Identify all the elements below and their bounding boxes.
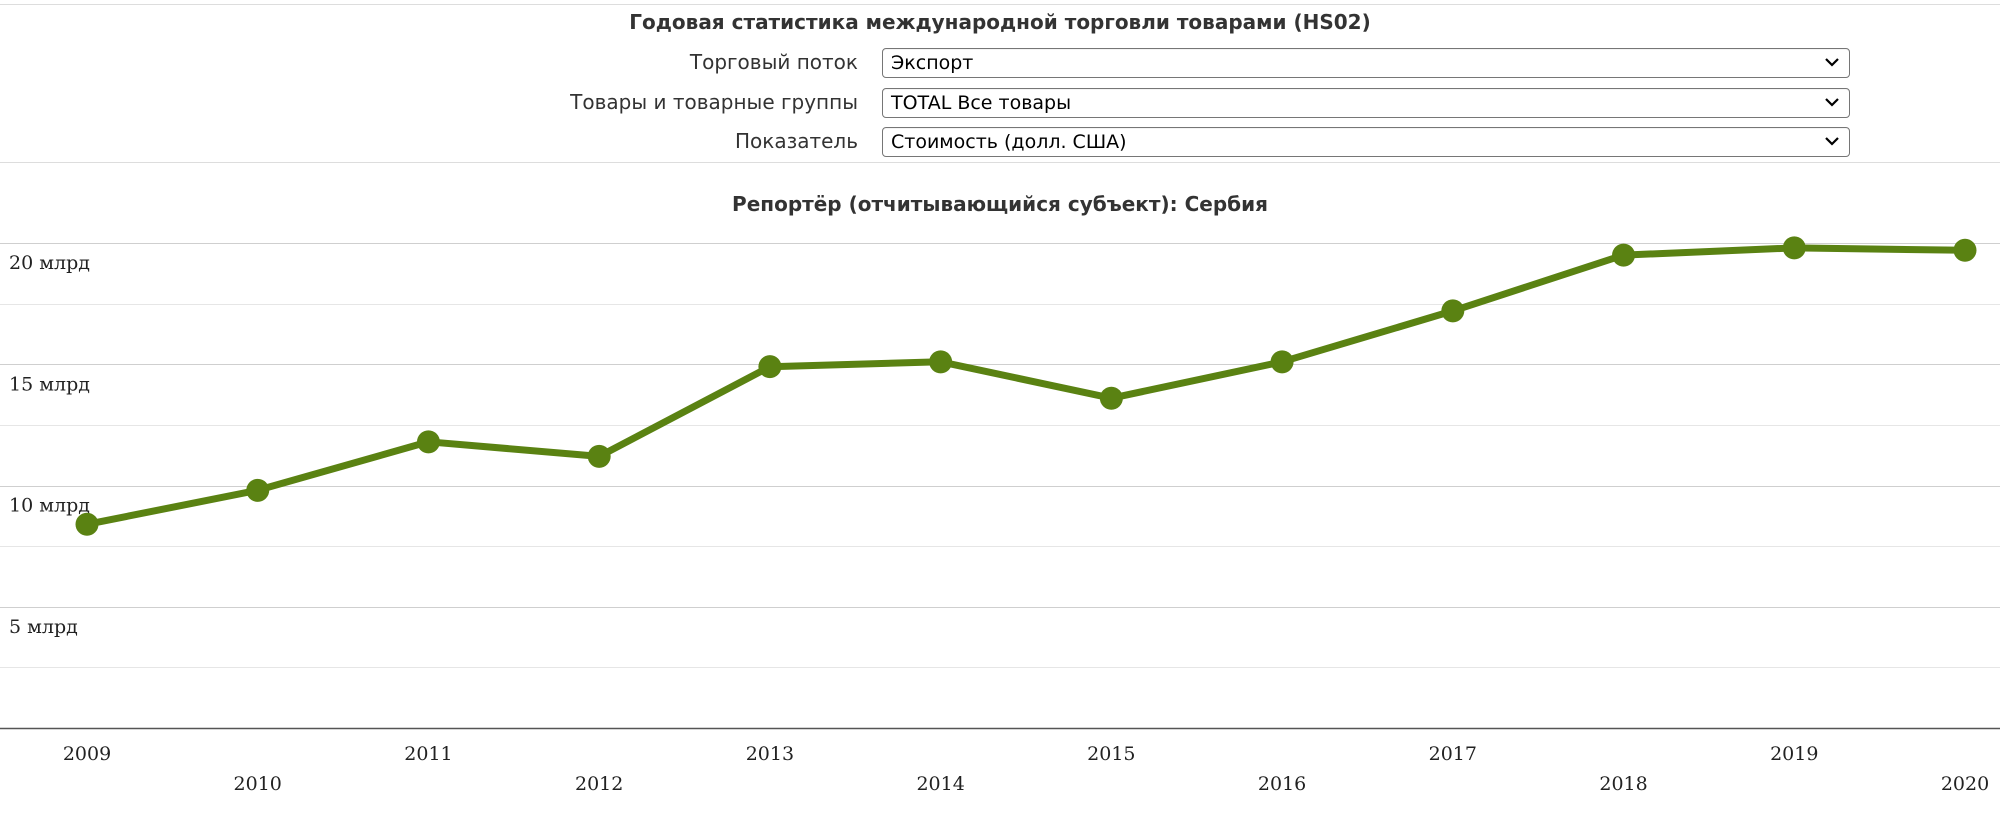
x-tick-label: 2013: [746, 743, 794, 765]
trade-flow-value: Экспорт: [891, 52, 974, 74]
controls-divider: [0, 162, 2000, 163]
x-tick-label: 2019: [1770, 743, 1818, 765]
page-title: Годовая статистика международной торговл…: [629, 10, 1371, 34]
commodity-label: Товары и товарные группы: [570, 90, 858, 114]
series-export: [75, 236, 1977, 536]
data-point: [1099, 386, 1123, 410]
x-tick-label: 2012: [575, 773, 623, 795]
data-point: [1612, 243, 1636, 267]
data-point: [1441, 299, 1465, 323]
chevron-down-icon: [1825, 137, 1839, 146]
grid-lines: [0, 243, 2000, 668]
indicator-select[interactable]: Стоимость (долл. США): [882, 127, 1850, 157]
x-tick-label: 2016: [1258, 773, 1306, 795]
data-point: [75, 512, 99, 536]
data-point: [1782, 236, 1806, 260]
indicator-value: Стоимость (долл. США): [891, 131, 1127, 153]
data-point: [1953, 238, 1977, 262]
x-tick-label: 2018: [1599, 773, 1647, 795]
data-point: [246, 478, 270, 502]
y-tick-label: 15 млрд: [9, 373, 90, 395]
x-axis: 2009 2010 2011 2012 2013 2014 2015 2016 2017 2018…: [0, 727, 2000, 795]
chevron-down-icon: [1825, 98, 1839, 107]
x-tick-label: 2017: [1429, 743, 1477, 765]
series-line: [83, 244, 1969, 528]
data-point: [416, 430, 440, 454]
data-point: [929, 350, 953, 374]
y-tick-label: 10 млрд: [9, 495, 90, 517]
data-point: [758, 355, 782, 379]
top-divider: [0, 4, 2000, 5]
trade-flow-label: Торговый поток: [689, 50, 858, 74]
trade-flow-select[interactable]: Экспорт: [882, 48, 1850, 78]
y-tick-label: 5 млрд: [9, 616, 78, 638]
chart-title: Репортёр (отчитывающийся субъект): Серби…: [732, 192, 1268, 216]
x-tick-label: 2015: [1087, 743, 1135, 765]
y-axis: 5 млрд 10 млрд 15 млрд 20 млрд: [9, 252, 90, 638]
indicator-label: Показатель: [734, 129, 858, 153]
x-tick-label: 2011: [404, 743, 452, 765]
x-tick-label: 2010: [234, 773, 282, 795]
y-tick-label: 20 млрд: [9, 252, 90, 274]
data-point: [1270, 350, 1294, 374]
x-tick-label: 2014: [916, 773, 964, 795]
x-tick-label: 2009: [63, 743, 111, 765]
x-tick-label: 2020: [1941, 773, 1989, 795]
commodity-select[interactable]: TOTAL Все товары: [882, 88, 1850, 118]
data-point: [587, 444, 611, 468]
chevron-down-icon: [1825, 58, 1839, 67]
commodity-value: TOTAL Все товары: [891, 92, 1072, 114]
